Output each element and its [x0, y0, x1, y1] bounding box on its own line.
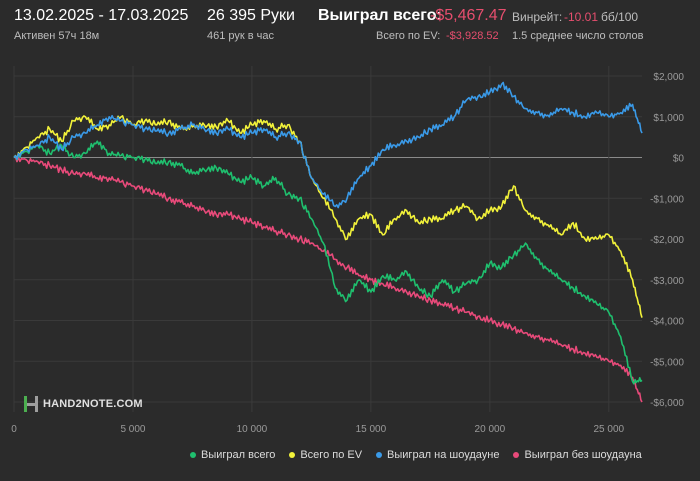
hands-count: 26 395 Руки	[207, 7, 295, 24]
x-tick-label: 15 000	[356, 424, 387, 435]
y-tick-label: -$5,000	[650, 357, 684, 368]
legend-dot-icon	[289, 452, 296, 458]
y-tick-label: -$1,000	[650, 194, 684, 205]
y-tick-label: $2,000	[653, 72, 684, 83]
y-tick-label: $0	[673, 154, 685, 165]
winrate-value: -10.01	[564, 10, 599, 24]
x-tick-label: 5 000	[120, 424, 145, 435]
legend-label: Выиграл на шоудауне	[387, 449, 500, 461]
legend-item[interactable]: Выиграл всего	[190, 449, 275, 461]
winrate-label: Винрейт:	[512, 10, 563, 24]
x-tick-label: 0	[11, 424, 17, 435]
y-tick-label: -$4,000	[650, 317, 684, 328]
legend-label: Выиграл без шоудауна	[524, 449, 642, 461]
series-line-non-showdown	[13, 156, 643, 403]
series-line-won-total	[13, 140, 643, 385]
hand2note-logo: HAND2NOTE.COM	[24, 396, 143, 412]
x-tick-label: 25 000	[594, 424, 625, 435]
hands-per-hour: 461 рук в час	[207, 30, 275, 42]
avg-tables: 1.5 среднее число столов	[512, 30, 644, 42]
ev-label: Всего по EV:	[376, 30, 441, 42]
legend-item[interactable]: Выиграл на шоудауне	[376, 449, 499, 461]
y-tick-label: $1,000	[653, 113, 684, 124]
hand2note-logo-icon	[24, 396, 38, 412]
legend-dot-icon	[513, 452, 520, 458]
series-line-showdown	[13, 81, 643, 209]
chart-legend: Выиграл всего Всего по EV Выиграл на шоуда…	[190, 449, 642, 461]
legend-label: Всего по EV	[300, 449, 363, 461]
stats-header: 13.02.2025 - 17.03.2025 Активен 57ч 18м …	[0, 0, 700, 62]
won-total-value: -$5,467.47	[430, 7, 507, 24]
hand2note-logo-text: HAND2NOTE.COM	[43, 398, 143, 410]
x-tick-label: 20 000	[475, 424, 506, 435]
series-line-ev-total	[13, 115, 643, 318]
won-total-label: Выиграл всего:	[318, 7, 442, 24]
legend-dot-icon	[190, 452, 196, 458]
ev-value: -$3,928.52	[446, 30, 499, 42]
date-range: 13.02.2025 - 17.03.2025	[14, 7, 189, 24]
active-time: Активен 57ч 18м	[14, 30, 100, 42]
legend-item[interactable]: Всего по EV	[289, 449, 362, 461]
y-tick-label: -$6,000	[650, 398, 684, 409]
y-tick-label: -$3,000	[650, 276, 684, 287]
winrate-unit: бб/100	[601, 10, 639, 24]
legend-item[interactable]: Выиграл без шоудауна	[513, 449, 642, 461]
y-tick-label: -$2,000	[650, 235, 684, 246]
legend-label: Выиграл всего	[201, 449, 276, 461]
legend-dot-icon	[376, 452, 383, 458]
x-tick-label: 10 000	[237, 424, 268, 435]
